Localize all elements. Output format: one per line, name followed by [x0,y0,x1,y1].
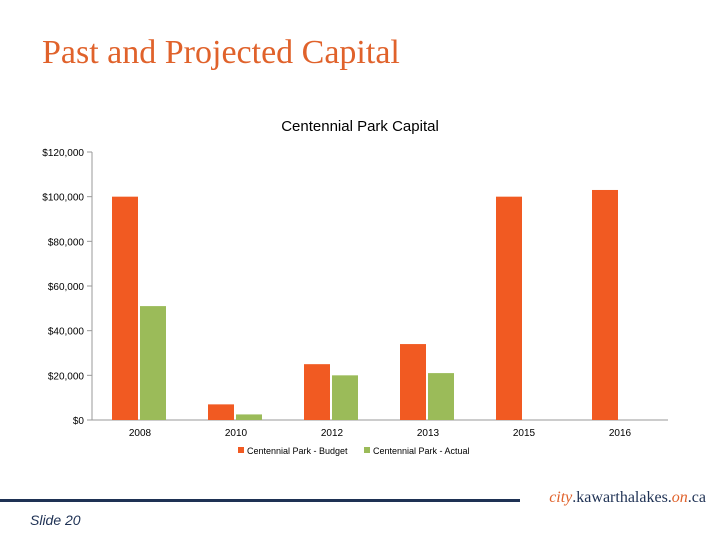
url-part-on: on [671,489,688,506]
x-tick-label: 2008 [129,428,152,439]
url-part-ca: .ca [687,489,706,506]
legend-swatch-actual [364,447,370,453]
y-tick-label: $100,000 [42,193,84,204]
legend-label-actual: Centennial Park - Actual [373,446,470,456]
bar-actual-2013 [428,373,454,420]
x-tick-label: 2016 [609,428,632,439]
chart-title: Centennial Park Capital [281,118,439,135]
footer-divider [0,499,520,502]
bar-chart: $0 $20,000 $40,000 $60,000 $80,000 $100,000 $1… [42,148,668,456]
url-part-city: city [549,489,573,506]
y-tick-label: $80,000 [48,237,85,248]
y-tick-label: $120,000 [42,148,84,159]
slide-title: Past and Projected Capital [42,34,400,71]
legend-label-budget: Centennial Park - Budget [247,446,348,456]
bar-actual-2010 [236,414,262,420]
bar-budget-2008 [112,196,138,420]
legend-swatch-budget [238,447,244,453]
bar-budget-2013 [400,344,426,420]
bar-budget-2016 [592,189,618,420]
website-url: city.kawarthalakes.on.ca [549,489,706,507]
bar-budget-2010 [208,404,234,420]
y-tick-label: $60,000 [48,282,85,293]
x-tick-label: 2015 [513,428,536,439]
bar-actual-2008 [140,306,166,420]
bar-budget-2015 [496,196,522,420]
x-tick-label: 2013 [417,428,440,439]
bar-budget-2012 [304,364,330,420]
url-part-domain: .kawarthalakes. [572,489,672,506]
y-tick-label: $20,000 [48,371,85,382]
x-tick-label: 2010 [225,428,248,439]
bar-actual-2012 [332,375,358,420]
y-tick-label: $0 [73,416,85,427]
slide-number: Slide 20 [30,512,81,528]
y-tick-label: $40,000 [48,327,85,338]
x-tick-label: 2012 [321,428,344,439]
